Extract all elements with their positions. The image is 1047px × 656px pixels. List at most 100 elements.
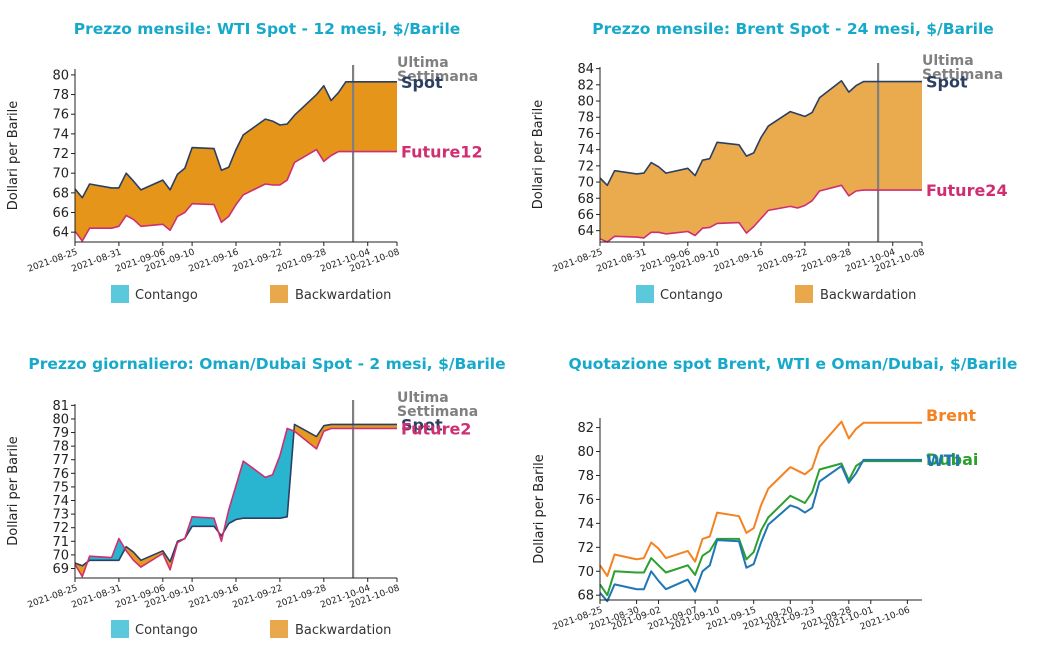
x-tick-label: 2021-08-31 bbox=[70, 583, 123, 610]
series-end-label: Future12 bbox=[401, 143, 483, 162]
y-axis-label: Dollari per Barile bbox=[6, 101, 21, 210]
y-tick-label: 75 bbox=[52, 480, 69, 495]
y-tick-label: 73 bbox=[52, 508, 69, 523]
y-tick-label: 78 bbox=[52, 440, 69, 455]
y-tick-label: 64 bbox=[52, 226, 69, 241]
fill-area-backwardation bbox=[75, 81, 397, 241]
series-end-label: Spot bbox=[926, 73, 968, 92]
y-tick-label: 80 bbox=[577, 445, 594, 460]
x-tick-label: 2021-08-31 bbox=[70, 247, 123, 274]
legend-label-backwardation: Backwardation bbox=[820, 288, 916, 303]
x-tick-label: 2021-08-25 bbox=[551, 247, 604, 274]
y-tick-label: 76 bbox=[52, 467, 69, 482]
chart-panel-0: Prezzo mensile: WTI Spot - 12 mesi, $/Ba… bbox=[6, 20, 483, 303]
chart-panel-1: Prezzo mensile: Brent Spot - 24 mesi, $/… bbox=[531, 20, 1008, 303]
series-line-future24 bbox=[599, 184, 922, 243]
series-end-label: WTI bbox=[926, 451, 961, 470]
y-tick-label: 69 bbox=[52, 562, 69, 577]
x-tick-label: 2021-09-22 bbox=[231, 583, 284, 610]
y-tick-label: 74 bbox=[577, 143, 594, 158]
y-axis-label: Dollari per Barile bbox=[531, 100, 546, 209]
legend-swatch-backwardation bbox=[270, 285, 288, 303]
y-tick-label: 68 bbox=[577, 589, 594, 604]
y-tick-label: 64 bbox=[577, 224, 594, 239]
series-end-label: Spot bbox=[401, 415, 443, 434]
y-tick-label: 78 bbox=[52, 88, 69, 103]
legend-swatch-contango bbox=[111, 285, 129, 303]
chart-title: Prezzo mensile: Brent Spot - 24 mesi, $/… bbox=[592, 20, 994, 38]
y-tick-label: 82 bbox=[577, 78, 594, 93]
y-tick-label: 80 bbox=[52, 68, 69, 83]
series-end-label: Future24 bbox=[926, 181, 1008, 200]
y-tick-label: 80 bbox=[52, 412, 69, 427]
series-line-spot bbox=[74, 423, 397, 567]
y-tick-label: 68 bbox=[577, 192, 594, 207]
series-line-brent bbox=[599, 420, 922, 578]
y-tick-label: 77 bbox=[52, 453, 69, 468]
y-tick-label: 78 bbox=[577, 469, 594, 484]
legend-label-contango: Contango bbox=[135, 288, 198, 303]
series-end-label: Future2 bbox=[401, 419, 471, 438]
y-tick-label: 76 bbox=[577, 127, 594, 142]
x-tick-label: 2021-09-22 bbox=[756, 247, 809, 274]
x-tick-label: 2021-09-22 bbox=[231, 247, 284, 274]
series-line-future12 bbox=[74, 148, 397, 242]
series-end-label: Dubai bbox=[926, 450, 978, 469]
y-tick-label: 82 bbox=[577, 421, 594, 436]
last-week-annotation: Ultima Settimana bbox=[397, 390, 478, 420]
y-tick-label: 74 bbox=[52, 127, 69, 142]
y-tick-label: 66 bbox=[52, 206, 69, 221]
chart-title: Prezzo giornaliero: Oman/Dubai Spot - 2 … bbox=[28, 355, 505, 373]
y-tick-label: 72 bbox=[577, 541, 594, 556]
legend-label-contango: Contango bbox=[135, 623, 198, 638]
y-tick-label: 72 bbox=[52, 521, 69, 536]
fill-area-backwardation bbox=[75, 561, 88, 577]
legend-label-contango: Contango bbox=[660, 288, 723, 303]
y-tick-label: 78 bbox=[577, 111, 594, 126]
series-end-label: Brent bbox=[926, 406, 976, 425]
y-tick-label: 74 bbox=[52, 494, 69, 509]
series-line-dubai bbox=[599, 460, 922, 597]
y-tick-label: 66 bbox=[577, 208, 594, 223]
legend-swatch-contango bbox=[111, 620, 129, 638]
fill-area-contango bbox=[184, 516, 219, 539]
series-line-spot bbox=[599, 80, 922, 187]
fill-area-backwardation bbox=[294, 424, 397, 449]
y-tick-label: 80 bbox=[577, 95, 594, 110]
legend-label-backwardation: Backwardation bbox=[295, 623, 391, 638]
series-line-future2 bbox=[74, 427, 397, 578]
y-tick-label: 79 bbox=[52, 426, 69, 441]
y-tick-label: 81 bbox=[52, 399, 69, 414]
y-tick-label: 70 bbox=[577, 176, 594, 191]
fill-area-contango bbox=[87, 538, 126, 562]
series-line-spot bbox=[74, 81, 397, 199]
last-week-annotation: Ultima Settimana bbox=[922, 53, 1003, 83]
y-tick-label: 70 bbox=[52, 167, 69, 182]
fill-area-backwardation bbox=[600, 80, 922, 242]
chart-panel-2: Prezzo giornaliero: Oman/Dubai Spot - 2 … bbox=[6, 355, 506, 638]
legend-swatch-contango bbox=[636, 285, 654, 303]
y-tick-label: 76 bbox=[577, 493, 594, 508]
y-tick-label: 70 bbox=[577, 565, 594, 580]
series-line-wti bbox=[599, 458, 922, 603]
y-tick-label: 76 bbox=[52, 108, 69, 123]
y-tick-label: 71 bbox=[52, 535, 69, 550]
y-axis-label: Dollari per Barile bbox=[6, 436, 21, 545]
x-tick-label: 2021-08-25 bbox=[26, 247, 79, 274]
chart-title: Prezzo mensile: WTI Spot - 12 mesi, $/Ba… bbox=[74, 20, 461, 38]
y-tick-label: 74 bbox=[577, 517, 594, 532]
last-week-annotation: Ultima Settimana bbox=[397, 55, 478, 85]
series-end-label: Spot bbox=[401, 73, 443, 92]
legend-swatch-backwardation bbox=[795, 285, 813, 303]
chart-title: Quotazione spot Brent, WTI e Oman/Dubai,… bbox=[569, 355, 1018, 373]
y-tick-label: 72 bbox=[52, 147, 69, 162]
y-tick-label: 84 bbox=[577, 62, 594, 77]
y-axis-label: Dollari per Barile bbox=[532, 454, 547, 563]
x-tick-label: 2021-08-25 bbox=[26, 583, 79, 610]
legend-swatch-backwardation bbox=[270, 620, 288, 638]
chart-panel-3: Quotazione spot Brent, WTI e Oman/Dubai,… bbox=[532, 355, 1017, 633]
x-tick-label: 2021-08-31 bbox=[595, 247, 648, 274]
legend-label-backwardation: Backwardation bbox=[295, 288, 391, 303]
